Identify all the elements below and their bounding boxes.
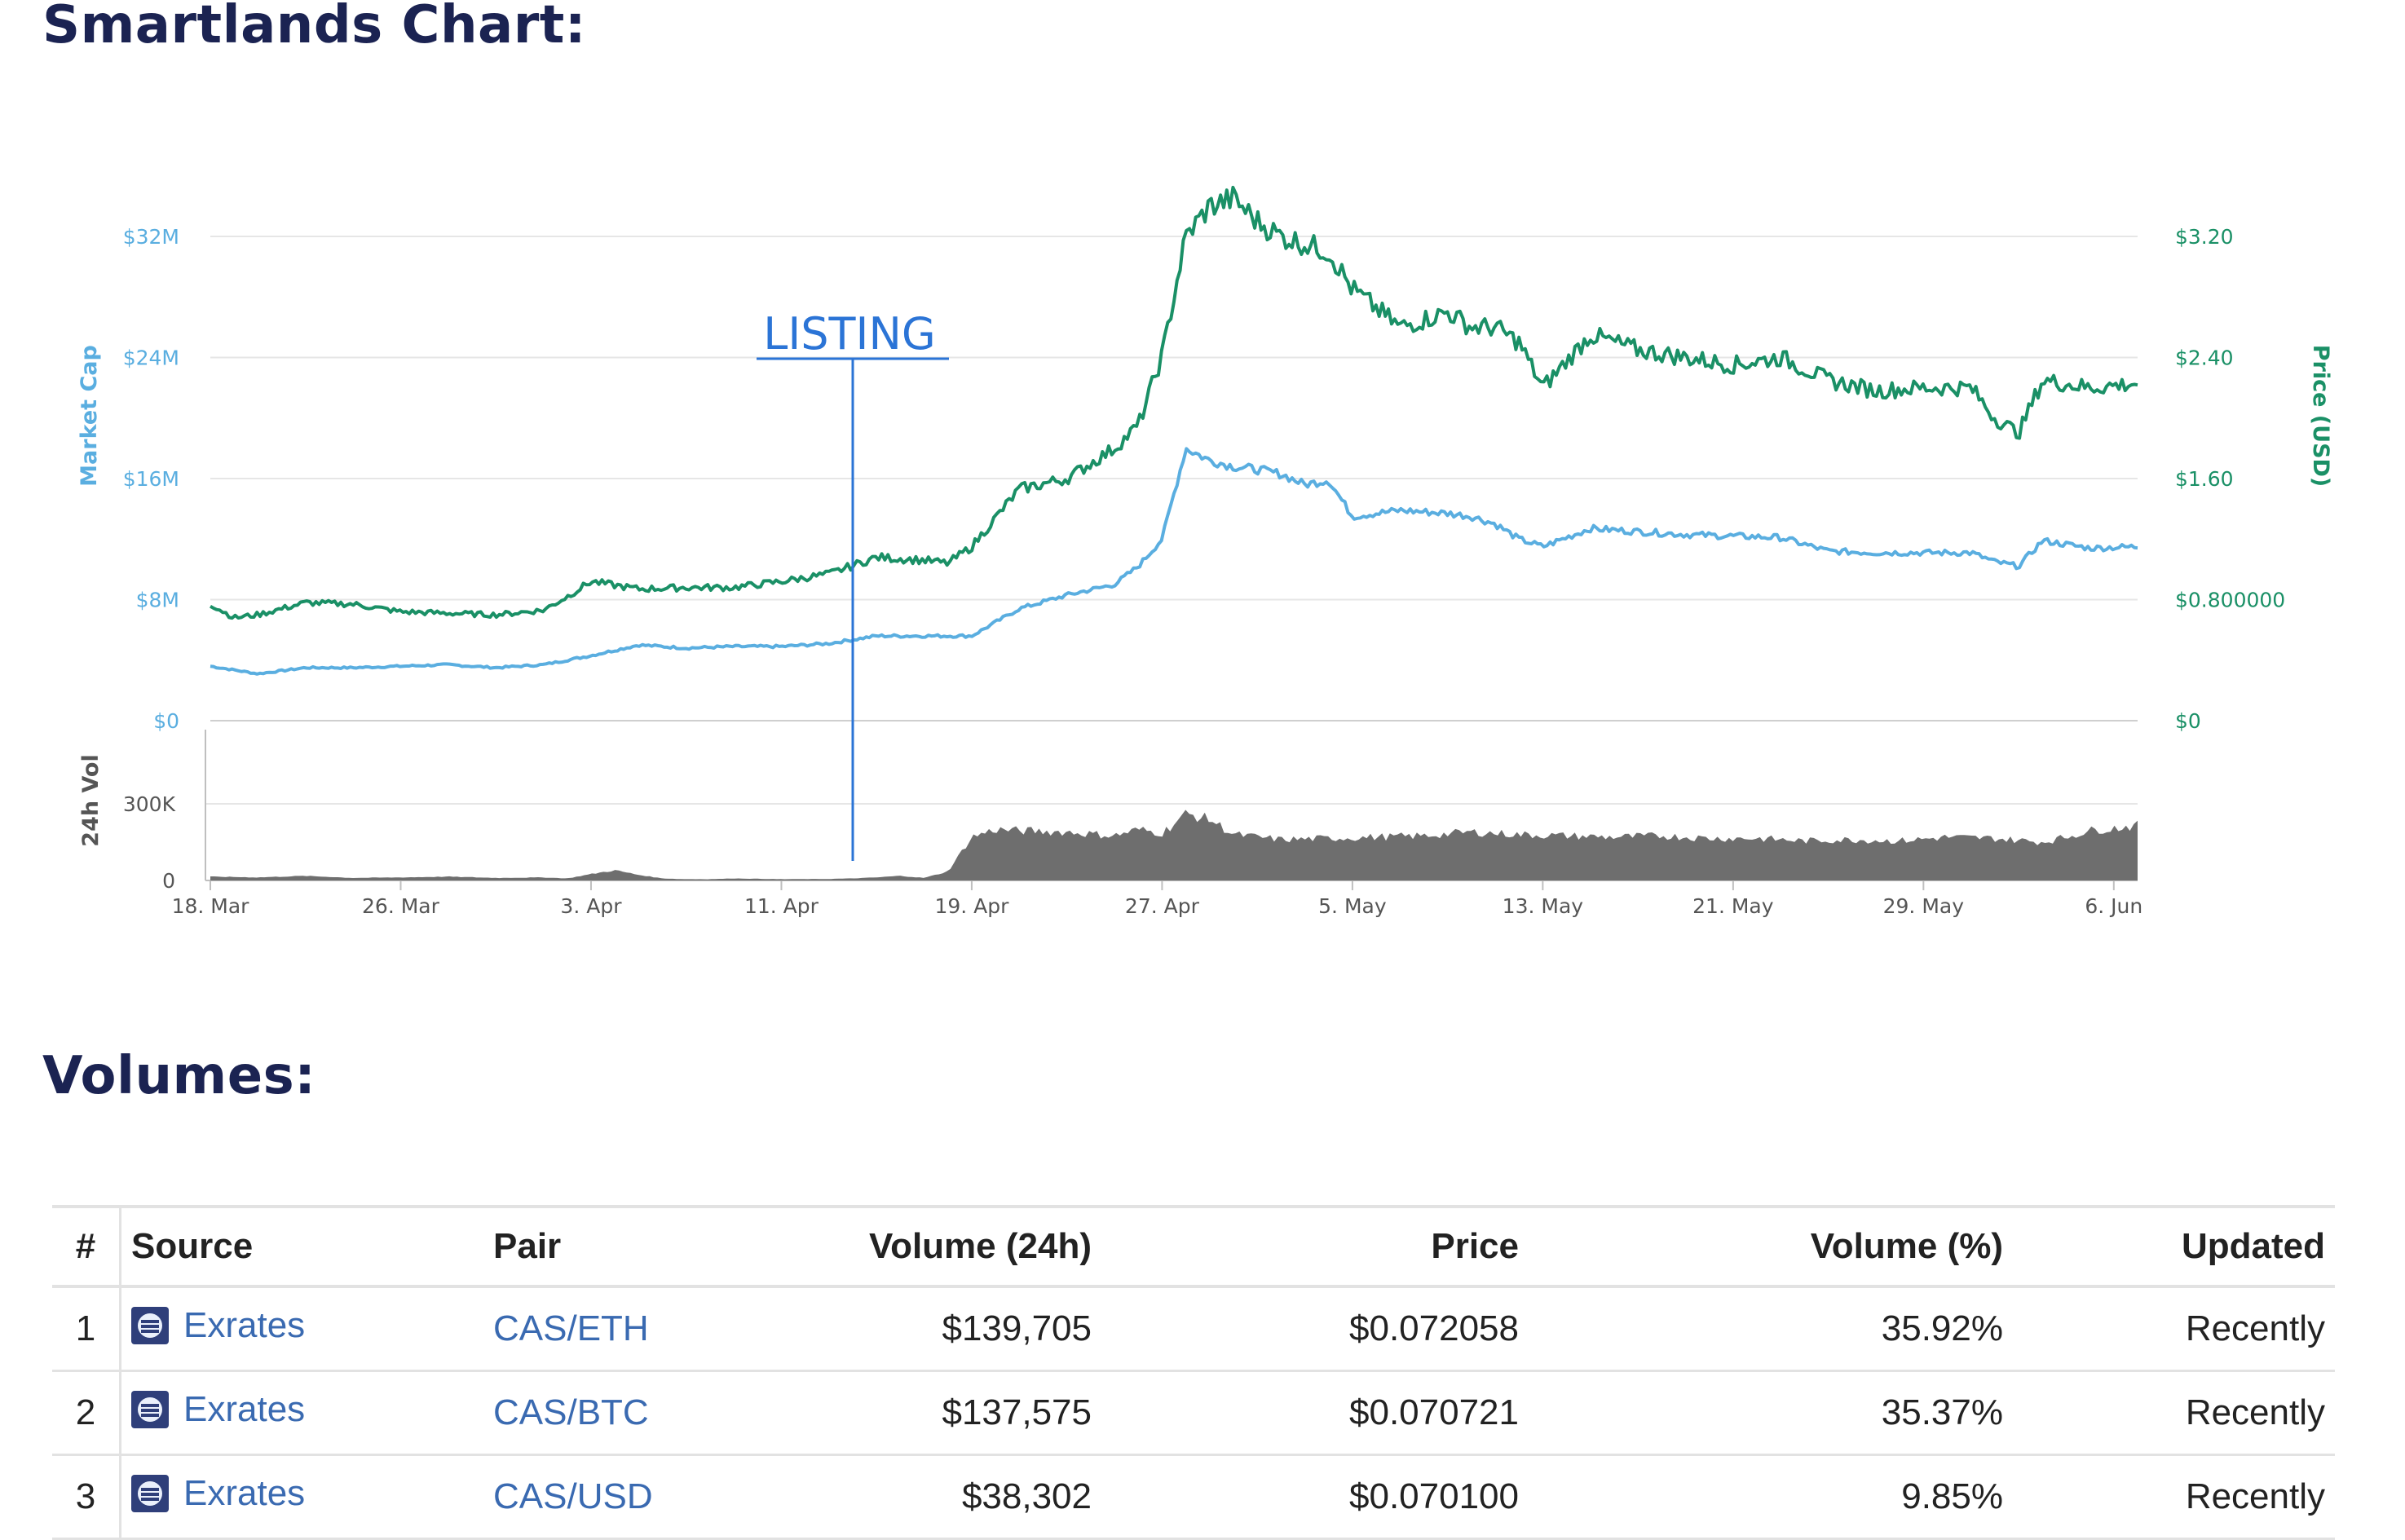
col-source-header[interactable]: Source [120, 1205, 483, 1288]
left-tick-label: $8M [136, 589, 179, 612]
chart-heading: Smartlands Chart: [42, 0, 586, 55]
source-cell[interactable]: Exrates [120, 1454, 483, 1540]
exrates-logo-icon [131, 1390, 169, 1428]
listing-label: LISTING [763, 308, 935, 360]
volume-pct-cell: 35.37% [1529, 1370, 2013, 1456]
pair-link[interactable]: CAS/ETH [483, 1286, 772, 1372]
rank-cell: 1 [52, 1286, 121, 1372]
col-pair-header[interactable]: Pair [483, 1205, 772, 1288]
col-price-header[interactable]: Price [1101, 1205, 1529, 1288]
x-tick-label: 18. Mar [172, 894, 250, 918]
listing-annotation: LISTING [757, 308, 949, 861]
rank-cell: 3 [52, 1454, 121, 1540]
price-cell: $0.072058 [1101, 1286, 1529, 1372]
table-header-row: # Source Pair Volume (24h) Price Volume … [52, 1205, 2335, 1288]
source-link[interactable]: Exrates [183, 1304, 306, 1345]
price-cell: $0.070721 [1101, 1370, 1529, 1456]
volume-axis-title: 24h Vol [78, 754, 104, 846]
x-tick-label: 29. May [1883, 894, 1965, 918]
volume-area [210, 810, 2138, 880]
updated-cell: Recently [2013, 1286, 2335, 1372]
pair-link[interactable]: CAS/BTC [483, 1370, 772, 1456]
source-cell[interactable]: Exrates [120, 1286, 483, 1372]
volume-series [210, 810, 2138, 880]
right-tick-label: $2.40 [2175, 346, 2234, 370]
right-tick-label: $3.20 [2175, 225, 2234, 249]
volume-tick-label: 300K [123, 792, 176, 816]
price-line [210, 185, 2138, 620]
updated-cell: Recently [2013, 1454, 2335, 1540]
left-tick-label: $24M [123, 346, 179, 370]
source-link[interactable]: Exrates [183, 1472, 306, 1513]
market-cap-axis-title: Market Cap [77, 345, 102, 487]
col-updated-header[interactable]: Updated [2013, 1205, 2335, 1288]
col-rank-header[interactable]: # [52, 1205, 121, 1288]
volume-cell: $139,705 [772, 1286, 1101, 1372]
x-tick-label: 5. May [1318, 894, 1387, 918]
volume-tick-label: 0 [162, 869, 175, 893]
x-tick-label: 21. May [1692, 894, 1774, 918]
volume-cell: $38,302 [772, 1454, 1101, 1540]
pair-link[interactable]: CAS/USD [483, 1454, 772, 1540]
volumes-table: # Source Pair Volume (24h) Price Volume … [52, 1205, 2335, 1540]
x-tick-label: 3. Apr [560, 894, 622, 918]
source-cell[interactable]: Exrates [120, 1370, 483, 1456]
exrates-logo-icon [131, 1306, 169, 1344]
x-tick-label: 27. Apr [1125, 894, 1200, 918]
right-tick-label: $1.60 [2175, 467, 2234, 491]
volume-cell: $137,575 [772, 1370, 1101, 1456]
smartlands-chart: $0 $0 $8M $0.800000 $16M $1.60 $24M $2.40 $32M $3… [77, 185, 2333, 918]
updated-cell: Recently [2013, 1370, 2335, 1456]
price-cell: $0.070100 [1101, 1454, 1529, 1540]
table-row: 3 Exrates CAS/USD $38,302 $0.070100 9.85… [52, 1454, 2335, 1540]
col-volume-header[interactable]: Volume (24h) [772, 1205, 1101, 1288]
right-tick-label: $0.800000 [2175, 589, 2285, 612]
table-row: 2 Exrates CAS/BTC $137,575 $0.070721 35.… [52, 1370, 2335, 1456]
chart-grid [205, 236, 2138, 881]
chart-axes: $0 $0 $8M $0.800000 $16M $1.60 $24M $2.40 $32M $3… [123, 225, 2286, 918]
price-and-marketcap-lines [210, 185, 2138, 676]
left-tick-label: $32M [123, 225, 179, 249]
x-tick-label: 11. Apr [744, 894, 819, 918]
left-tick-label: $16M [123, 467, 179, 491]
price-axis-title: Price (USD) [2308, 345, 2333, 488]
volume-pct-cell: 9.85% [1529, 1454, 2013, 1540]
exrates-logo-icon [131, 1474, 169, 1512]
right-tick-label: $0 [2175, 709, 2201, 733]
market-cap-line [210, 447, 2138, 676]
left-tick-label: $0 [153, 709, 179, 733]
x-tick-label: 6. Jun [2085, 894, 2142, 918]
volume-pct-cell: 35.92% [1529, 1286, 2013, 1372]
volumes-heading: Volumes: [42, 1046, 316, 1106]
col-volume-pct-header[interactable]: Volume (%) [1529, 1205, 2013, 1288]
source-link[interactable]: Exrates [183, 1388, 306, 1429]
table-row: 1 Exrates CAS/ETH $139,705 $0.072058 35.… [52, 1286, 2335, 1372]
x-tick-label: 19. Apr [934, 894, 1009, 918]
x-tick-label: 26. Mar [362, 894, 440, 918]
rank-cell: 2 [52, 1370, 121, 1456]
x-tick-label: 13. May [1503, 894, 1584, 918]
